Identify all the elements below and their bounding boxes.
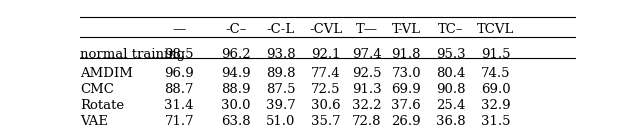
Text: 93.8: 93.8 — [266, 48, 296, 61]
Text: 35.7: 35.7 — [310, 116, 340, 128]
Text: 69.0: 69.0 — [481, 83, 511, 96]
Text: 30.0: 30.0 — [221, 99, 251, 112]
Text: 30.6: 30.6 — [310, 99, 340, 112]
Text: 32.2: 32.2 — [352, 99, 381, 112]
Text: 37.6: 37.6 — [392, 99, 421, 112]
Text: 77.4: 77.4 — [310, 67, 340, 80]
Text: 97.4: 97.4 — [352, 48, 381, 61]
Text: 74.5: 74.5 — [481, 67, 510, 80]
Text: T—: T— — [356, 23, 378, 36]
Text: 72.8: 72.8 — [352, 116, 381, 128]
Text: 95.3: 95.3 — [436, 48, 466, 61]
Text: 69.9: 69.9 — [392, 83, 421, 96]
Text: 98.5: 98.5 — [164, 48, 194, 61]
Text: 32.9: 32.9 — [481, 99, 511, 112]
Text: 91.5: 91.5 — [481, 48, 510, 61]
Text: VAE: VAE — [80, 116, 108, 128]
Text: TC–: TC– — [438, 23, 464, 36]
Text: 31.4: 31.4 — [164, 99, 194, 112]
Text: 91.3: 91.3 — [352, 83, 381, 96]
Text: TCVL: TCVL — [477, 23, 515, 36]
Text: 72.5: 72.5 — [311, 83, 340, 96]
Text: -C-L: -C-L — [267, 23, 295, 36]
Text: AMDIM: AMDIM — [80, 67, 133, 80]
Text: 51.0: 51.0 — [266, 116, 296, 128]
Text: 92.5: 92.5 — [352, 67, 381, 80]
Text: 25.4: 25.4 — [436, 99, 466, 112]
Text: 63.8: 63.8 — [221, 116, 251, 128]
Text: CMC: CMC — [80, 83, 114, 96]
Text: 73.0: 73.0 — [392, 67, 421, 80]
Text: 92.1: 92.1 — [311, 48, 340, 61]
Text: 31.5: 31.5 — [481, 116, 510, 128]
Text: 90.8: 90.8 — [436, 83, 466, 96]
Text: 71.7: 71.7 — [164, 116, 194, 128]
Text: 80.4: 80.4 — [436, 67, 466, 80]
Text: 26.9: 26.9 — [392, 116, 421, 128]
Text: 36.8: 36.8 — [436, 116, 466, 128]
Text: 88.9: 88.9 — [221, 83, 251, 96]
Text: 96.9: 96.9 — [164, 67, 194, 80]
Text: 89.8: 89.8 — [266, 67, 296, 80]
Text: —: — — [173, 23, 186, 36]
Text: 91.8: 91.8 — [392, 48, 421, 61]
Text: -C–: -C– — [225, 23, 247, 36]
Text: T-VL: T-VL — [392, 23, 421, 36]
Text: 88.7: 88.7 — [164, 83, 194, 96]
Text: 87.5: 87.5 — [266, 83, 296, 96]
Text: Rotate: Rotate — [80, 99, 124, 112]
Text: 39.7: 39.7 — [266, 99, 296, 112]
Text: 94.9: 94.9 — [221, 67, 251, 80]
Text: 96.2: 96.2 — [221, 48, 251, 61]
Text: normal training: normal training — [80, 48, 185, 61]
Text: -CVL: -CVL — [309, 23, 342, 36]
